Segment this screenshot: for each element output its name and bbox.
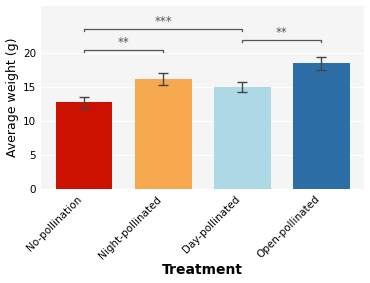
Text: **: ** xyxy=(276,25,287,38)
X-axis label: Treatment: Treatment xyxy=(162,263,243,277)
Y-axis label: Average weight (g): Average weight (g) xyxy=(6,38,18,157)
Bar xyxy=(56,102,112,189)
Text: **: ** xyxy=(118,36,130,49)
Text: ***: *** xyxy=(154,15,172,28)
Bar xyxy=(293,63,350,189)
Bar xyxy=(135,79,192,189)
Bar xyxy=(214,87,270,189)
